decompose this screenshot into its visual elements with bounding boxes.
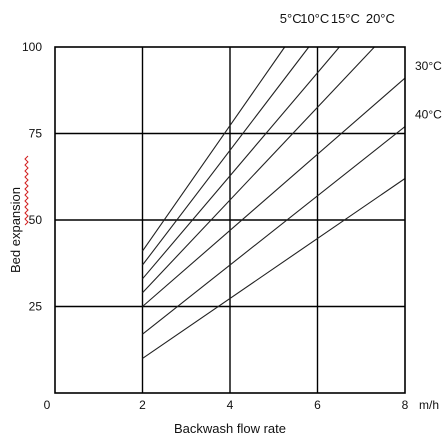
- y-tick-labels: 25 50 75 100: [22, 40, 42, 314]
- x-axis-label: Backwash flow rate: [174, 421, 286, 436]
- x-tick-8: 8: [402, 398, 409, 412]
- y-axis-label: Bed expansion: [8, 187, 23, 273]
- series-line-10c: [142, 46, 310, 266]
- series-line-20c: [142, 46, 375, 294]
- series-label-30c: 30°C: [415, 59, 442, 73]
- y-tick-25: 25: [29, 300, 43, 314]
- x-tick-6: 6: [314, 398, 321, 412]
- grid: [55, 47, 405, 393]
- x-tick-0: 0: [44, 398, 51, 412]
- plot-frame: [54, 46, 406, 394]
- series-line-40c: [142, 126, 406, 335]
- series-line-30c: [142, 77, 406, 307]
- series-label-5c: 5°C: [280, 11, 302, 26]
- spellcheck-underline: [24, 155, 29, 226]
- series-line-15c: [142, 46, 340, 280]
- series-label-20c: 20°C: [366, 11, 395, 26]
- y-tick-50: 50: [29, 213, 43, 227]
- series-label-10c: 10°C: [300, 11, 329, 26]
- x-tick-2: 2: [139, 398, 146, 412]
- x-tick-labels: 0 2 4 6 8: [44, 398, 409, 412]
- y-tick-100: 100: [22, 40, 42, 54]
- series-label-40c: 40°C: [415, 108, 442, 122]
- series-lines: [142, 46, 406, 359]
- series-line-5c: [142, 46, 286, 252]
- y-tick-75: 75: [29, 127, 43, 141]
- x-tick-4: 4: [227, 398, 234, 412]
- x-unit-label: m/h: [419, 398, 439, 412]
- series-line-unlabeled-6: [142, 178, 406, 359]
- series-label-15c: 15°C: [331, 11, 360, 26]
- series-labels: 5°C10°C 15°C 20°C 30°C 40°C: [280, 11, 442, 122]
